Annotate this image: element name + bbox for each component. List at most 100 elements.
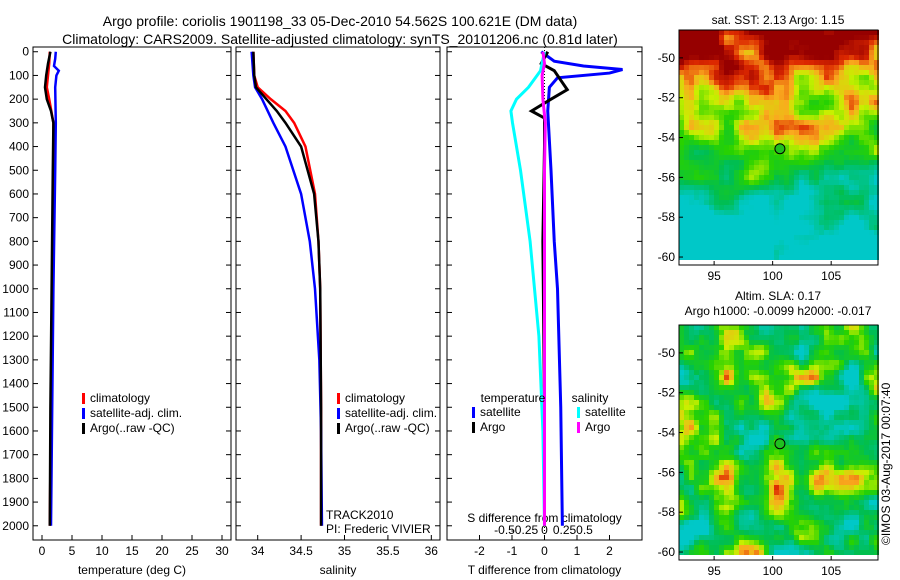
map-cell <box>769 40 774 45</box>
map-cell <box>739 175 744 180</box>
map-cell <box>829 235 834 240</box>
map-cell <box>784 415 789 420</box>
map-cell <box>694 40 699 45</box>
map-cell <box>764 430 769 435</box>
map-cell <box>699 55 704 60</box>
map-cell <box>834 195 839 200</box>
map-cell <box>714 190 719 195</box>
map-x-tick-label: 100 <box>763 269 783 283</box>
map-cell <box>794 205 799 210</box>
map-cell <box>704 200 709 205</box>
map-cell <box>719 65 724 70</box>
map-cell <box>794 90 799 95</box>
map-cell <box>844 510 849 515</box>
map-cell <box>714 175 719 180</box>
map-cell <box>729 160 734 165</box>
map-cell <box>694 120 699 125</box>
map-cell <box>839 325 844 330</box>
map-cell <box>854 245 859 250</box>
map-cell <box>744 495 749 500</box>
map-cell <box>754 80 759 85</box>
map-cell <box>814 390 819 395</box>
map-cell <box>819 195 824 200</box>
map-cell <box>769 415 774 420</box>
map-cell <box>789 200 794 205</box>
map-cell <box>744 200 749 205</box>
map-cell <box>869 350 874 355</box>
map-cell <box>804 120 809 125</box>
map-cell <box>799 55 804 60</box>
map-cell <box>734 325 739 330</box>
map-cell <box>849 75 854 80</box>
map-cell <box>729 550 734 555</box>
map-cell <box>799 235 804 240</box>
map-cell <box>709 460 714 465</box>
map-cell <box>749 60 754 65</box>
map-cell <box>769 195 774 200</box>
map-cell <box>859 525 864 530</box>
map-cell <box>679 375 684 380</box>
map-cell <box>839 475 844 480</box>
map-cell <box>699 110 704 115</box>
map-cell <box>779 340 784 345</box>
map-cell <box>869 510 874 515</box>
map-cell <box>704 335 709 340</box>
map-cell <box>834 130 839 135</box>
map-cell <box>694 385 699 390</box>
map-cell <box>774 40 779 45</box>
map-cell <box>854 125 859 130</box>
legend-swatch <box>337 393 340 404</box>
map-cell <box>719 420 724 425</box>
map-cell <box>849 30 854 35</box>
map-cell <box>679 515 684 520</box>
series-climatology <box>252 51 323 526</box>
map-cell <box>754 490 759 495</box>
map-cell <box>739 405 744 410</box>
map-cell <box>754 500 759 505</box>
map-cell <box>794 370 799 375</box>
map-cell <box>759 455 764 460</box>
map-cell <box>764 145 769 150</box>
map-cell <box>824 400 829 405</box>
map-cell <box>684 145 689 150</box>
map-cell <box>764 405 769 410</box>
map-cell <box>724 400 729 405</box>
map-cell <box>739 145 744 150</box>
map-cell <box>779 335 784 340</box>
map-cell <box>724 175 729 180</box>
map-cell <box>854 395 859 400</box>
map-cell <box>754 465 759 470</box>
map-cell <box>854 435 859 440</box>
map-cell <box>814 505 819 510</box>
map-cell <box>719 545 724 550</box>
map-cell <box>754 195 759 200</box>
map-cell <box>689 435 694 440</box>
map-cell <box>784 375 789 380</box>
map-cell <box>834 160 839 165</box>
map-cell <box>809 110 814 115</box>
map-cell <box>854 180 859 185</box>
map-cell <box>749 445 754 450</box>
map-cell <box>739 255 744 260</box>
map-cell <box>679 410 684 415</box>
map-cell <box>849 470 854 475</box>
map-cell <box>734 425 739 430</box>
map-cell <box>864 220 869 225</box>
map-cell <box>814 420 819 425</box>
map-cell <box>694 155 699 160</box>
map-cell <box>734 95 739 100</box>
map-cell <box>764 75 769 80</box>
map-cell <box>814 155 819 160</box>
map-cell <box>689 180 694 185</box>
map-cell <box>829 70 834 75</box>
map-cell <box>699 155 704 160</box>
map-cell <box>834 380 839 385</box>
map-cell <box>739 195 744 200</box>
map-cell <box>839 365 844 370</box>
map-cell <box>759 535 764 540</box>
map-cell <box>694 180 699 185</box>
map-cell <box>804 115 809 120</box>
map-cell <box>819 395 824 400</box>
map-cell <box>699 80 704 85</box>
map-cell <box>724 215 729 220</box>
